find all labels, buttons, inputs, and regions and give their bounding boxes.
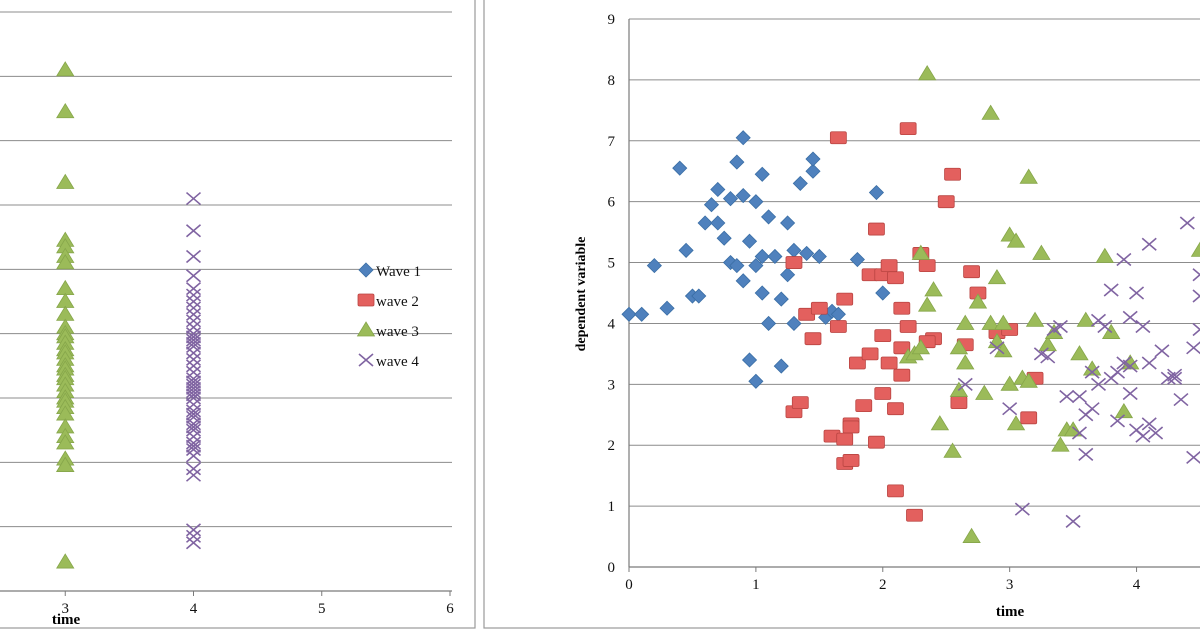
right-y-tick-label-7: 7 — [608, 134, 616, 150]
right-point-wave-2 — [830, 320, 846, 332]
right-point-wave-2 — [938, 196, 954, 208]
right-y-tick-label-3: 3 — [608, 377, 616, 393]
right-x-axis-title: time — [996, 604, 1025, 620]
right-point-wave-2 — [805, 333, 821, 345]
right-point-wave-2 — [881, 357, 897, 369]
right-point-wave-2 — [868, 223, 884, 235]
right-point-wave-2 — [875, 330, 891, 342]
right-y-axis-title: dependent variable — [574, 237, 589, 352]
legend-label-wave-4: wave 4 — [376, 354, 419, 370]
right-y-tick-label-8: 8 — [608, 73, 616, 89]
legend-label-wave-3: wave 3 — [376, 324, 419, 340]
left-x-tick-label-4: 4 — [190, 601, 198, 617]
right-point-wave-2 — [945, 168, 961, 180]
left-x-axis-title: time — [52, 612, 81, 628]
right-point-wave-2 — [887, 403, 903, 415]
right-y-tick-label-0: 0 — [608, 560, 616, 576]
right-y-tick-label-9: 9 — [608, 12, 616, 28]
right-point-wave-2 — [900, 123, 916, 135]
right-y-tick-label-1: 1 — [608, 499, 616, 515]
right-y-tick-label-4: 4 — [608, 316, 616, 332]
right-point-wave-2 — [837, 293, 853, 305]
legend-label-wave-2: wave 2 — [376, 294, 419, 310]
right-y-tick-label-5: 5 — [608, 256, 616, 272]
right-point-wave-2 — [811, 302, 827, 314]
right-point-wave-2 — [887, 485, 903, 497]
right-point-wave-2 — [964, 266, 980, 278]
right-point-wave-2 — [1021, 412, 1037, 424]
right-point-wave-2 — [843, 454, 859, 466]
right-point-wave-2 — [951, 397, 967, 409]
legend-marker-square-icon — [358, 294, 374, 306]
right-point-wave-2 — [907, 509, 923, 521]
right-point-wave-2 — [894, 302, 910, 314]
right-point-wave-2 — [862, 348, 878, 360]
right-point-wave-2 — [856, 400, 872, 412]
right-point-wave-2 — [868, 436, 884, 448]
right-x-tick-label-1: 1 — [752, 577, 760, 593]
right-point-wave-2 — [894, 369, 910, 381]
right-point-wave-2 — [919, 260, 935, 272]
right-x-tick-label-4: 4 — [1133, 577, 1141, 593]
right-point-wave-2 — [875, 387, 891, 399]
right-x-tick-label-2: 2 — [879, 577, 887, 593]
legend-label-wave-1: Wave 1 — [376, 264, 421, 280]
right-y-tick-label-6: 6 — [608, 195, 616, 211]
right-point-wave-2 — [900, 320, 916, 332]
right-x-tick-label-3: 3 — [1006, 577, 1014, 593]
left-x-tick-label-5: 5 — [318, 601, 326, 617]
right-point-wave-2 — [837, 433, 853, 445]
right-y-tick-label-2: 2 — [608, 438, 616, 454]
right-point-wave-2 — [830, 132, 846, 144]
right-point-wave-2 — [881, 260, 897, 272]
legend-marker-wave-2 — [358, 294, 374, 306]
right-point-wave-2 — [786, 257, 802, 269]
left-x-tick-label-6: 6 — [446, 601, 454, 617]
right-point-wave-2 — [887, 272, 903, 284]
right-point-wave-2 — [843, 421, 859, 433]
right-point-wave-2 — [792, 397, 808, 409]
right-x-tick-label-0: 0 — [625, 577, 633, 593]
left-panel-frame — [0, 0, 475, 628]
